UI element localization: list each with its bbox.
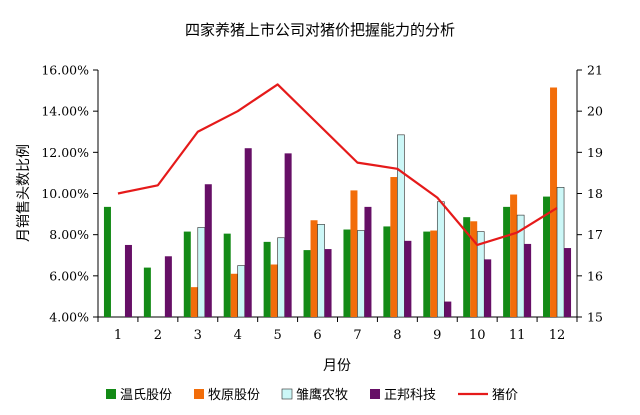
bar-正邦科技 (404, 240, 412, 317)
legend-swatch-雏鹰农牧 (281, 388, 293, 400)
y-left-tick-label: 16.00% (41, 63, 89, 78)
legend-label-雏鹰农牧: 雏鹰农牧 (296, 387, 348, 403)
bar-雏鹰农牧 (436, 201, 445, 318)
legend-label-猪价: 猪价 (492, 388, 518, 403)
legend: 温氏股份 牧原股份 雏鹰农牧 正邦科技 猪价 (106, 387, 518, 403)
bar-牧原股份 (270, 264, 278, 317)
bar-正邦科技 (164, 256, 172, 317)
legend-label-温氏股份: 温氏股份 (120, 388, 172, 403)
bar-牧原股份 (190, 287, 198, 317)
bar-正邦科技 (204, 184, 212, 317)
bar-牧原股份 (550, 87, 558, 317)
y-right-tick-label: 16 (587, 268, 603, 283)
bar-温氏股份 (143, 267, 151, 317)
bar-温氏股份 (183, 231, 191, 317)
y-axis-label: 月销售头数比例 (16, 144, 32, 242)
plot-area: 4.00% 6.00% 8.00% 10.00% 12.00% 14.00% 16.00% 1… (41, 63, 603, 344)
chart-title: 四家养猪上市公司对猪价把握能力的分析 (185, 21, 455, 39)
y-left-tick-label: 8.00% (49, 227, 89, 242)
bar-牧原股份 (310, 220, 318, 317)
bar-正邦科技 (444, 301, 452, 317)
x-tick-label: 4 (234, 328, 242, 343)
bar-温氏股份 (503, 206, 511, 317)
x-tick-label: 2 (154, 328, 162, 343)
y-right-tick-label: 17 (587, 227, 603, 242)
legend-swatch-温氏股份 (106, 389, 116, 399)
bar-雏鹰农牧 (277, 237, 285, 318)
y-right-tick-label: 21 (587, 63, 603, 78)
bar-温氏股份 (423, 231, 431, 317)
bar-雏鹰农牧 (397, 134, 405, 318)
bar-温氏股份 (103, 206, 111, 317)
y-right-tick-label: 18 (587, 186, 603, 201)
x-tick-label: 7 (353, 328, 361, 343)
bar-正邦科技 (484, 259, 492, 317)
bar-温氏股份 (463, 217, 471, 317)
bar-牧原股份 (350, 190, 358, 317)
bar-雏鹰农牧 (237, 265, 246, 318)
bar-雏鹰农牧 (357, 230, 365, 318)
y-right-tick-label: 15 (587, 310, 603, 325)
bar-牧原股份 (510, 194, 518, 317)
x-tick-label: 11 (509, 328, 526, 343)
x-tick-label: 5 (273, 328, 281, 343)
x-tick-label: 3 (194, 328, 202, 343)
bar-正邦科技 (124, 244, 132, 317)
line-猪价 (117, 83, 558, 247)
legend-swatch-牧原股份 (194, 389, 204, 399)
y-left-tick-label: 4.00% (49, 310, 89, 325)
legend-label-正邦科技: 正邦科技 (384, 388, 436, 403)
y-left-tick-label: 12.00% (41, 145, 89, 160)
x-tick-label: 9 (433, 328, 441, 343)
legend-swatch-正邦科技 (370, 389, 380, 399)
bar-温氏股份 (223, 233, 231, 317)
bar-正邦科技 (524, 243, 532, 317)
bar-雏鹰农牧 (197, 227, 206, 318)
bar-温氏股份 (543, 196, 551, 317)
x-tick-label: 10 (469, 328, 486, 343)
bar-正邦科技 (324, 249, 332, 317)
bar-牧原股份 (470, 221, 478, 317)
y-left-tick-label: 14.00% (41, 104, 89, 119)
x-axis-label: 月份 (323, 358, 351, 374)
legend-label-牧原股份: 牧原股份 (208, 388, 260, 403)
bar-牧原股份 (230, 273, 238, 317)
y-left-tick-label: 10.00% (41, 186, 89, 201)
bar-正邦科技 (244, 148, 252, 317)
bar-温氏股份 (263, 241, 271, 317)
bar-温氏股份 (343, 229, 351, 317)
bar-雏鹰农牧 (317, 224, 325, 318)
y-left-tick-label: 6.00% (49, 268, 89, 283)
bar-温氏股份 (383, 226, 391, 317)
x-tick-label: 1 (114, 328, 122, 343)
bar-温氏股份 (303, 250, 311, 317)
bar-正邦科技 (364, 206, 372, 317)
bar-雏鹰农牧 (556, 187, 565, 318)
x-tick-label: 8 (393, 328, 401, 343)
bar-牧原股份 (430, 230, 438, 317)
bar-牧原股份 (390, 177, 398, 317)
y-right-tick-label: 19 (587, 145, 603, 160)
bar-正邦科技 (564, 248, 572, 317)
y-right-tick-label: 20 (587, 104, 603, 119)
x-tick-label: 12 (549, 328, 566, 343)
bar-正邦科技 (284, 153, 292, 317)
x-tick-label: 6 (313, 328, 321, 343)
